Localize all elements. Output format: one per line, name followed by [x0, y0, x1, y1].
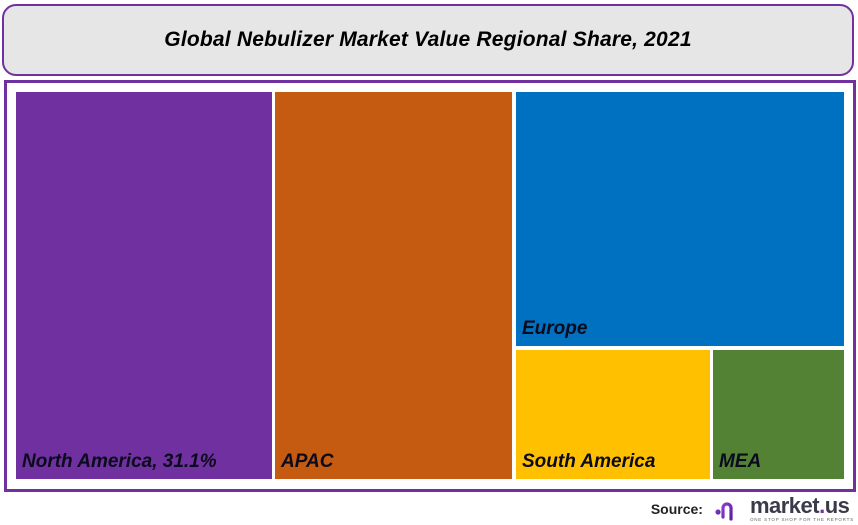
chart-title-box: Global Nebulizer Market Value Regional S… — [2, 4, 854, 76]
tile-south-america: South America — [516, 350, 710, 479]
tile-north-america: North America, 31.1% — [16, 92, 272, 479]
chart-title: Global Nebulizer Market Value Regional S… — [164, 28, 692, 51]
source-footer: Source: market.us ONE STOP SHOP FOR THE … — [651, 494, 854, 524]
logo-tagline: ONE STOP SHOP FOR THE REPORTS — [749, 517, 854, 523]
logo-wordmark: market.us — [749, 493, 850, 519]
treemap-frame: North America, 31.1% APAC Europe South A… — [4, 80, 856, 492]
tile-label-north-america: North America, 31.1% — [22, 451, 217, 472]
tile-label-europe: Europe — [522, 318, 588, 339]
source-label: Source: — [650, 501, 703, 517]
market-us-logo: market.us ONE STOP SHOP FOR THE REPORTS — [715, 495, 854, 523]
tile-apac: APAC — [275, 92, 512, 479]
market-us-logo-icon — [715, 498, 744, 521]
tile-mea: MEA — [713, 350, 844, 479]
tile-label-mea: MEA — [719, 451, 762, 472]
tile-label-apac: APAC — [281, 451, 334, 472]
tile-europe: Europe — [516, 92, 844, 346]
tile-label-south-america: South America — [522, 451, 656, 472]
